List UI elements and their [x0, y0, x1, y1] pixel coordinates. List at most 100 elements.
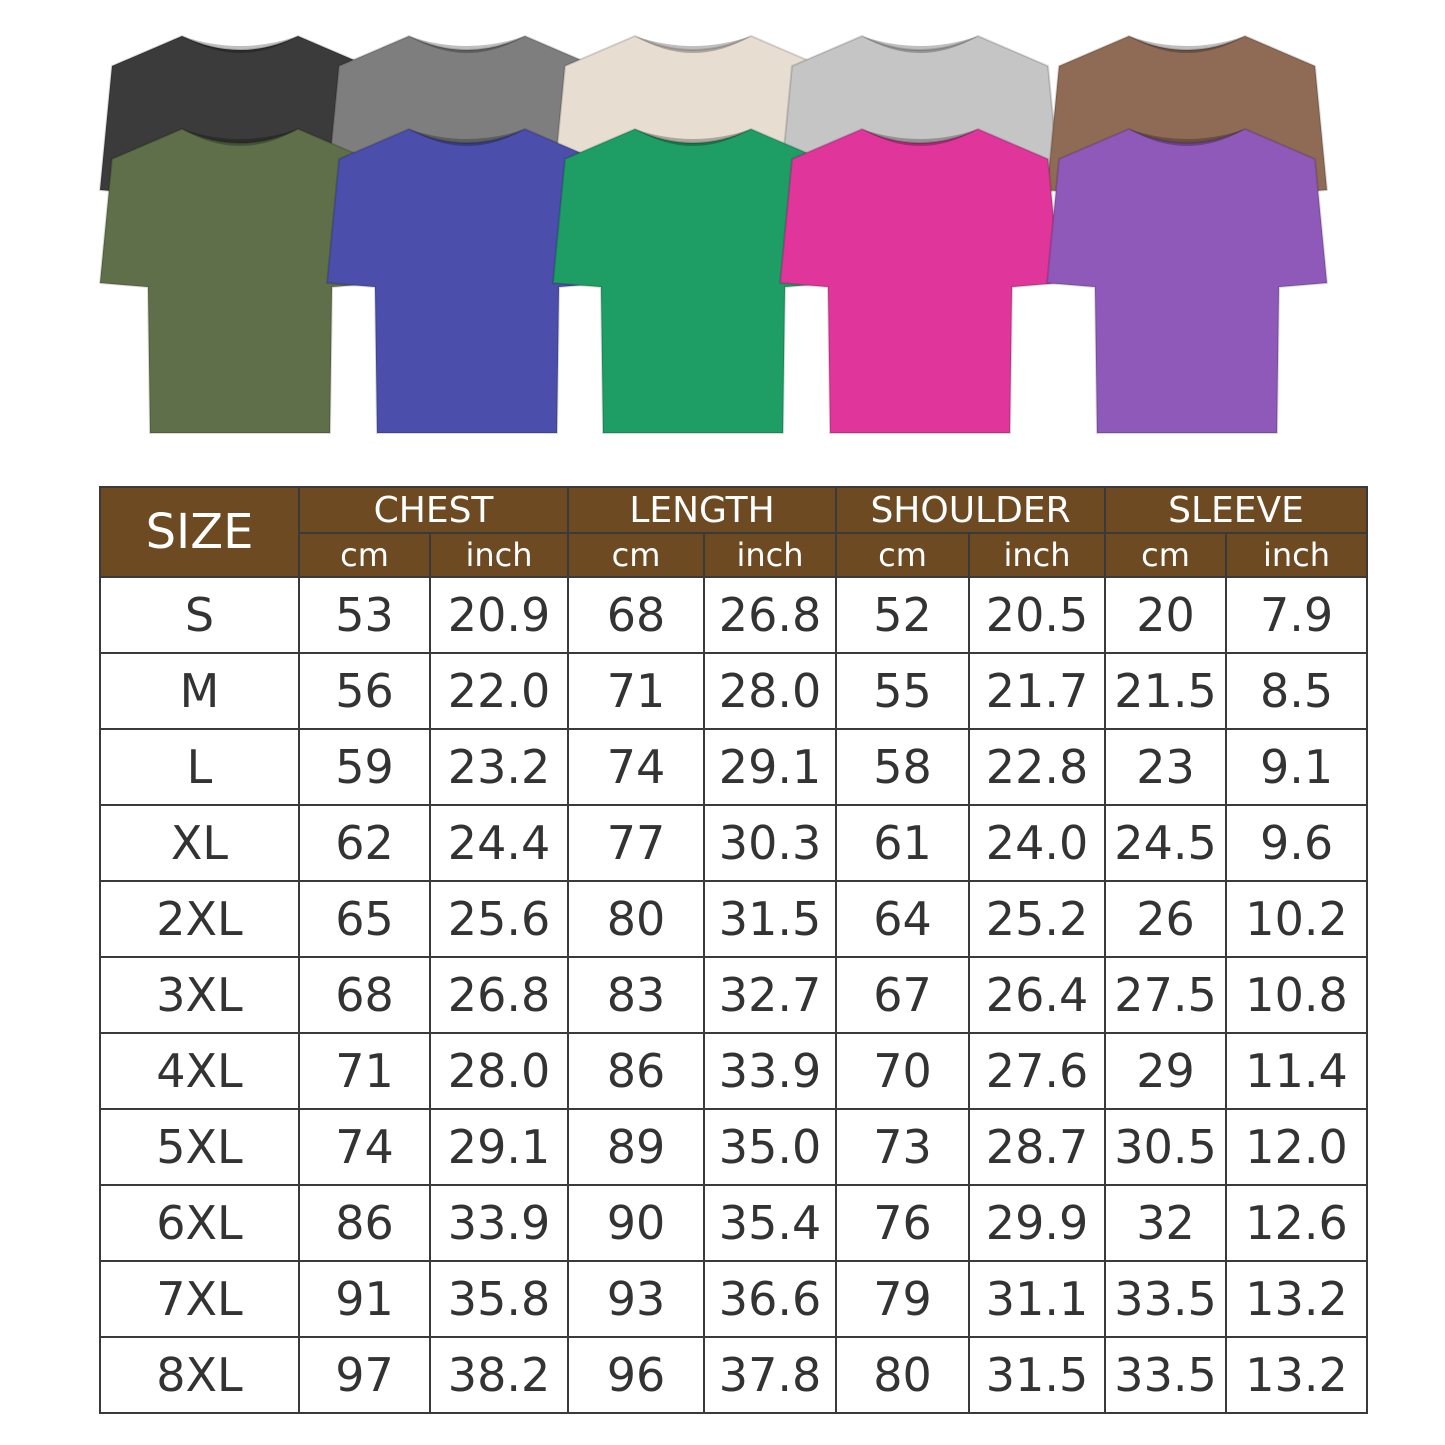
tshirt-front-row — [98, 127, 382, 434]
tshirt-front-row — [778, 127, 1062, 434]
measurement-cell: 27.6 — [968, 1032, 1107, 1110]
size-cell: M — [99, 652, 300, 730]
size-cell: S — [99, 576, 300, 654]
measurement-cell: 28.7 — [968, 1108, 1107, 1186]
measurement-cell: 22.0 — [428, 652, 570, 730]
size-cell: 4XL — [99, 1032, 300, 1110]
measurement-cell: 79 — [835, 1260, 971, 1338]
measurement-cell: 23 — [1104, 728, 1228, 806]
measurement-cell: 30.3 — [703, 804, 838, 882]
measurement-cell: 25.6 — [428, 880, 570, 958]
table-row: L 59 23.2 74 29.1 58 22.8 23 9.1 — [99, 728, 1369, 806]
unit-header: cm — [567, 533, 706, 578]
unit-header: inch — [1225, 533, 1369, 578]
measurement-cell: 68 — [298, 956, 431, 1034]
measurement-cell: 30.5 — [1104, 1108, 1228, 1186]
tshirt-front-row — [1045, 127, 1329, 434]
measurement-cell: 97 — [298, 1336, 431, 1414]
measurement-cell: 74 — [567, 728, 706, 806]
tshirt-front-row — [325, 127, 609, 434]
size-cell: XL — [99, 804, 300, 882]
length-header: LENGTH — [567, 486, 838, 534]
measurement-cell: 33.5 — [1104, 1336, 1228, 1414]
measurement-cell: 20.5 — [968, 576, 1107, 654]
measurement-cell: 7.9 — [1225, 576, 1369, 654]
measurement-cell: 62 — [298, 804, 431, 882]
measurement-cell: 68 — [567, 576, 706, 654]
measurement-cell: 70 — [835, 1032, 971, 1110]
table-row: 8XL 97 38.2 96 37.8 80 31.5 33.5 13.2 — [99, 1336, 1369, 1414]
measurement-cell: 71 — [298, 1032, 431, 1110]
measurement-cell: 35.4 — [703, 1184, 838, 1262]
measurement-cell: 22.8 — [968, 728, 1107, 806]
shirt-color-gallery — [98, 34, 1329, 434]
measurement-cell: 23.2 — [428, 728, 570, 806]
measurement-cell: 38.2 — [428, 1336, 570, 1414]
measurement-cell: 93 — [567, 1260, 706, 1338]
measurement-cell: 21.7 — [968, 652, 1107, 730]
measurement-cell: 52 — [835, 576, 971, 654]
table-row: M 56 22.0 71 28.0 55 21.7 21.5 8.5 — [99, 652, 1369, 730]
measurement-cell: 29 — [1104, 1032, 1228, 1110]
unit-header: cm — [835, 533, 971, 578]
unit-header: inch — [428, 533, 570, 578]
measurement-cell: 20.9 — [428, 576, 570, 654]
size-cell: 8XL — [99, 1336, 300, 1414]
sleeve-header: SLEEVE — [1104, 486, 1369, 534]
size-cell: 3XL — [99, 956, 300, 1034]
measurement-cell: 36.6 — [703, 1260, 838, 1338]
measurement-cell: 32 — [1104, 1184, 1228, 1262]
measurement-cell: 31.5 — [968, 1336, 1107, 1414]
measurement-cell: 26 — [1104, 880, 1228, 958]
measurement-cell: 26.8 — [703, 576, 838, 654]
table-row: S 53 20.9 68 26.8 52 20.5 20 7.9 — [99, 576, 1369, 654]
measurement-cell: 31.5 — [703, 880, 838, 958]
table-row: 6XL 86 33.9 90 35.4 76 29.9 32 12.6 — [99, 1184, 1369, 1262]
measurement-cell: 37.8 — [703, 1336, 838, 1414]
measurement-cell: 90 — [567, 1184, 706, 1262]
table-row: 3XL 68 26.8 83 32.7 67 26.4 27.5 10.8 — [99, 956, 1369, 1034]
size-cell: 2XL — [99, 880, 300, 958]
measurement-cell: 67 — [835, 956, 971, 1034]
measurement-cell: 12.0 — [1225, 1108, 1369, 1186]
measurement-cell: 32.7 — [703, 956, 838, 1034]
measurement-cell: 10.8 — [1225, 956, 1369, 1034]
measurement-cell: 89 — [567, 1108, 706, 1186]
measurement-cell: 29.1 — [703, 728, 838, 806]
measurement-cell: 29.9 — [968, 1184, 1107, 1262]
measurement-cell: 64 — [835, 880, 971, 958]
shoulder-header: SHOULDER — [835, 486, 1107, 534]
table-row: 5XL 74 29.1 89 35.0 73 28.7 30.5 12.0 — [99, 1108, 1369, 1186]
table-row: XL 62 24.4 77 30.3 61 24.0 24.5 9.6 — [99, 804, 1369, 882]
measurement-cell: 29.1 — [428, 1108, 570, 1186]
measurement-cell: 10.2 — [1225, 880, 1369, 958]
chest-header: CHEST — [297, 486, 570, 534]
unit-header: cm — [298, 533, 431, 578]
measurement-cell: 26.8 — [428, 956, 570, 1034]
size-cell: 5XL — [99, 1108, 300, 1186]
size-header: SIZE — [99, 486, 300, 578]
unit-header: inch — [968, 533, 1107, 578]
unit-header: inch — [703, 533, 838, 578]
tshirt-front-row — [551, 127, 835, 434]
measurement-cell: 80 — [567, 880, 706, 958]
measurement-cell: 53 — [298, 576, 431, 654]
measurement-cell: 33.9 — [428, 1184, 570, 1262]
measurement-cell: 33.9 — [703, 1032, 838, 1110]
measurement-cell: 83 — [567, 956, 706, 1034]
measurement-cell: 24.0 — [968, 804, 1107, 882]
table-row: 7XL 91 35.8 93 36.6 79 31.1 33.5 13.2 — [99, 1260, 1369, 1338]
measurement-cell: 96 — [567, 1336, 706, 1414]
measurement-cell: 86 — [298, 1184, 431, 1262]
measurement-cell: 65 — [298, 880, 431, 958]
size-chart-table: SIZE CHEST LENGTH SHOULDER SLEEVE cm inch… — [99, 486, 1369, 1414]
measurement-cell: 91 — [298, 1260, 431, 1338]
measurement-cell: 73 — [835, 1108, 971, 1186]
measurement-cell: 86 — [567, 1032, 706, 1110]
measurement-cell: 11.4 — [1225, 1032, 1369, 1110]
measurement-cell: 24.4 — [428, 804, 570, 882]
measurement-cell: 25.2 — [968, 880, 1107, 958]
table-row: 2XL 65 25.6 80 31.5 64 25.2 26 10.2 — [99, 880, 1369, 958]
measurement-cell: 13.2 — [1225, 1260, 1369, 1338]
measurement-cell: 76 — [835, 1184, 971, 1262]
